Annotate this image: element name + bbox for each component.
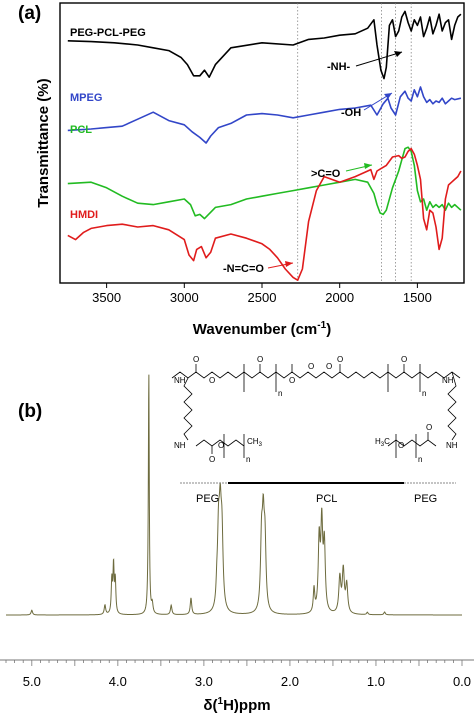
o-label-8: O <box>401 355 407 364</box>
nmr-tick-label-1: 4.0 <box>109 674 127 689</box>
o-label-10: O <box>218 441 224 450</box>
o-label-7: O <box>337 355 343 364</box>
annotation-oh-arrowhead <box>384 93 392 99</box>
o-label-11: O <box>398 441 404 450</box>
series-line-hmdi <box>67 147 462 281</box>
ftir-tick-label-3: 2000 <box>325 290 354 305</box>
end-cap-right <box>387 439 437 447</box>
nmr-tick-label-4: 1.0 <box>367 674 385 689</box>
n-label-4: n <box>418 455 422 464</box>
o-label-12: O <box>426 423 432 432</box>
o-label-5: O <box>308 362 314 371</box>
segment-label-peg-left: PEG <box>196 493 219 505</box>
nh-label-right: NH <box>442 376 454 385</box>
series-line-pcl <box>67 146 462 220</box>
nmr-tick-label-5: 0.0 <box>453 674 471 689</box>
series-line-peg-pcl-peg <box>67 10 462 80</box>
series-line-mpeg <box>67 86 462 144</box>
o-label-4: O <box>289 376 295 385</box>
annotation-nh: -NH- <box>327 61 351 73</box>
nmr-tick-label-2: 3.0 <box>195 674 213 689</box>
n-label-3: n <box>246 455 250 464</box>
ftir-y-axis-title: Transmittance (%) <box>35 78 52 207</box>
nmr-x-axis-title-end: H)ppm <box>223 697 271 714</box>
ch3-right-sub: 3 <box>381 442 385 448</box>
ch3-left: CH3 <box>247 437 263 448</box>
ftir-tick-label-1: 3000 <box>170 290 199 305</box>
ftir-x-axis-title-end: ) <box>326 321 331 338</box>
hexyl-chain-left <box>183 377 193 441</box>
ftir-series-group <box>67 10 462 281</box>
panel-b-label: (b) <box>18 401 42 422</box>
nh-label-bottom-right: NH <box>446 441 458 450</box>
hexyl-chain-right <box>447 371 457 441</box>
ftir-x-axis-title: Wavenumber (cm-1) <box>193 320 331 338</box>
ftir-tick-label-0: 3500 <box>92 290 121 305</box>
ch3-right-prefix: H <box>375 437 381 446</box>
series-label-hmdi: HMDI <box>70 209 98 221</box>
series-label-pcl: PCL <box>70 124 92 136</box>
ftir-plot-frame <box>59 2 465 284</box>
backbone-chain <box>171 371 461 379</box>
nmr-x-axis-title: δ(1H)ppm <box>203 696 270 714</box>
chemical-structure <box>171 364 461 458</box>
o-label-3: O <box>257 355 263 364</box>
segment-label-pcl: PCL <box>316 493 337 505</box>
nmr-tick-label-0: 5.0 <box>23 674 41 689</box>
ftir-x-axis-title-main: Wavenumber (cm <box>193 321 317 338</box>
nmr-x-ticks: 5.0 4.0 3.0 2.0 1.0 0.0 <box>5 660 471 689</box>
annotation-isocyanate-arrowhead <box>285 261 293 267</box>
o-label-6: O <box>326 362 332 371</box>
ch3-right: H3C <box>375 437 390 448</box>
annotation-oh: -OH <box>341 107 361 119</box>
ch3-left-main: CH <box>247 437 259 446</box>
annotation-isocyanate: -N=C=O <box>223 263 264 275</box>
ftir-x-axis-title-sup: -1 <box>317 320 326 331</box>
annotation-carbonyl: >C=O <box>311 168 341 180</box>
ch3-right-suffix: C <box>384 437 390 446</box>
ftir-tick-label-2: 2500 <box>248 290 277 305</box>
nmr-spectrum-line <box>6 374 462 616</box>
nmr-x-axis-title-main: δ( <box>203 697 217 714</box>
n-label-1: n <box>278 389 282 398</box>
ftir-chart: 3500 3000 2500 2000 1500 Transmittance (%) W… <box>35 2 465 338</box>
ftir-x-ticks: 3500 3000 2500 2000 1500 <box>92 283 432 305</box>
o-label-9: O <box>209 455 215 464</box>
annotation-carbonyl-arrowhead <box>364 163 372 169</box>
annotation-nh-arrow <box>355 51 403 67</box>
ftir-reference-lines <box>297 3 412 283</box>
series-label-mpeg: MPEG <box>70 92 102 104</box>
segment-label-peg-right: PEG <box>414 493 437 505</box>
ftir-tick-label-4: 1500 <box>403 290 432 305</box>
o-label-1: O <box>193 355 199 364</box>
nmr-x-axis-title-sup: 1 <box>218 696 224 707</box>
nmr-chart: 5.0 4.0 3.0 2.0 1.0 0.0 δ(1H)ppm NH O <box>0 355 474 714</box>
ch3-left-sub: 3 <box>259 442 263 448</box>
nh-label-bottom-left: NH <box>174 441 186 450</box>
end-cap-left <box>195 439 245 447</box>
n-label-2: n <box>422 389 426 398</box>
series-label-peg-pcl-peg: PEG-PCL-PEG <box>70 27 146 39</box>
nh-label-left: NH <box>174 376 186 385</box>
annotation-nh-arrowhead <box>394 51 402 57</box>
panel-a-label: (a) <box>18 3 41 24</box>
nmr-tick-label-3: 2.0 <box>281 674 299 689</box>
o-label-2: O <box>209 376 215 385</box>
